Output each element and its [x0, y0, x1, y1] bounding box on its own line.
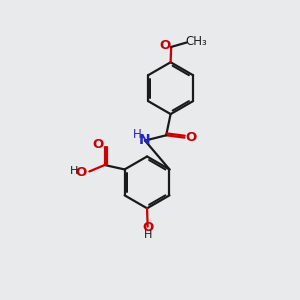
Text: O: O — [92, 139, 104, 152]
Text: O: O — [159, 39, 170, 52]
Text: O: O — [185, 130, 197, 143]
Text: H: H — [132, 128, 141, 141]
Text: O: O — [76, 166, 87, 178]
Text: H: H — [143, 230, 152, 239]
Text: CH₃: CH₃ — [185, 35, 207, 48]
Text: H: H — [70, 167, 78, 176]
Text: N: N — [139, 133, 150, 147]
Text: O: O — [142, 220, 153, 234]
